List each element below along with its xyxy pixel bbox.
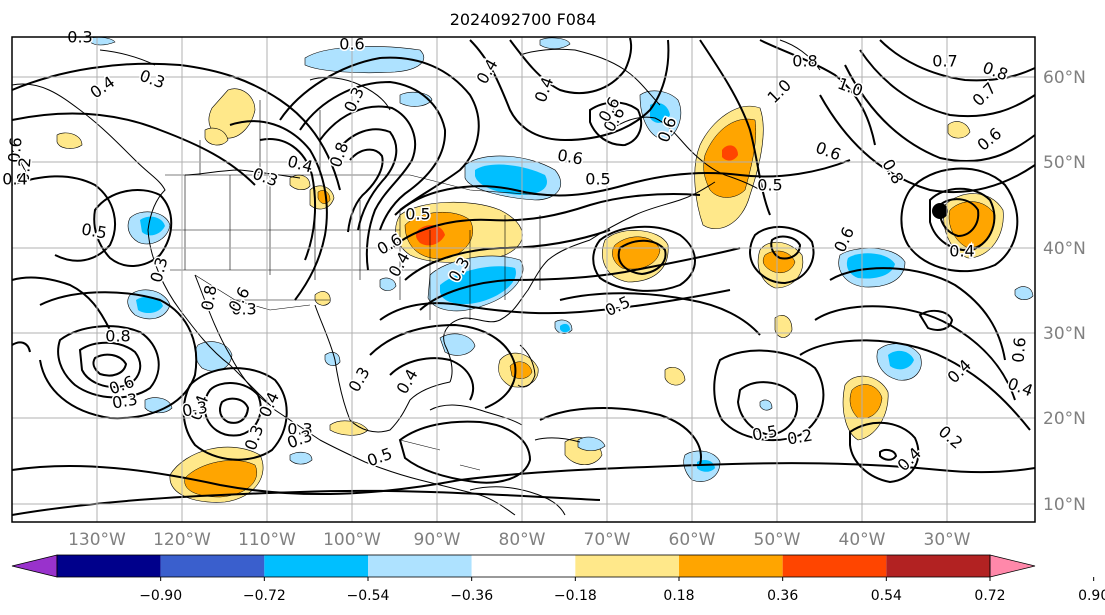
longitude-axis: 130°W 120°W 110°W 100°W 90°W 80°W 70°W 60°W 50°W…: [68, 530, 971, 550]
colorbar-segment: [575, 555, 679, 577]
colorbar-tick-label: −0.18: [554, 588, 597, 604]
colorbar-extend-low: [11, 554, 58, 578]
lat-tick-label: 60°N: [1043, 68, 1086, 88]
contour-label: 0.6: [1008, 336, 1029, 363]
colorbar-extend-high: [989, 554, 1036, 578]
colorbar-tick-label: 0.36: [767, 588, 798, 604]
gridlines: [12, 37, 1035, 522]
lat-tick-label: 50°N: [1043, 153, 1086, 173]
colorbar-outline: [56, 554, 991, 578]
colorbar-tick-label: 0.72: [974, 588, 1005, 604]
contour-label: 0.3: [287, 420, 312, 439]
lat-tick-label: 20°N: [1043, 409, 1086, 429]
contour-label: 0.3: [181, 397, 209, 420]
contour-label: 0.7: [932, 52, 957, 71]
contour-label: 0.5: [80, 219, 108, 242]
contour-label: 0.6: [339, 35, 364, 54]
colorbar-tick-label: 0.18: [663, 588, 694, 604]
contour-label: 0.6: [4, 136, 25, 163]
lon-tick-label: 130°W: [68, 530, 126, 550]
contour-lines: [11, 37, 1036, 516]
latitude-axis: 60°N 50°N 40°N 30°N 20°N 10°N: [1043, 68, 1086, 515]
map-frame: [11, 36, 1036, 523]
colorbar: −0.90 −0.72 −0.54 −0.36 −0.18 0.18 0.36 0.54 0.7…: [11, 554, 1105, 604]
lat-tick-label: 10°N: [1043, 495, 1086, 515]
lon-tick-label: 90°W: [414, 530, 461, 550]
lon-tick-label: 120°W: [153, 530, 211, 550]
lon-tick-label: 50°W: [754, 530, 801, 550]
lon-tick-label: 40°W: [839, 530, 886, 550]
contour-label: 0.4: [949, 242, 974, 261]
lon-tick-label: 80°W: [499, 530, 546, 550]
colorbar-segment: [782, 555, 887, 577]
lon-tick-label: 60°W: [669, 530, 716, 550]
colorbar-tick-label: 0.90: [1078, 588, 1105, 604]
colorbar-segment: [160, 555, 265, 577]
map-panel: 0.60.4 0.30.3 0.40.30.40.60.40.60.60.60.8 0…: [1, 26, 1037, 523]
colorbar-tick-label: 0.54: [871, 588, 902, 604]
figure-title: 2024092700 F084: [450, 10, 597, 29]
contour-label: 0.5: [751, 421, 779, 444]
colorbar-segment: [264, 555, 368, 577]
contour-label: 0.3: [231, 300, 256, 319]
colorbar-segment: [471, 555, 576, 577]
lat-tick-label: 30°N: [1043, 324, 1086, 344]
political-borders: [165, 100, 541, 471]
colorbar-segment: [368, 555, 472, 577]
colorbar-tick-label: −0.36: [450, 588, 493, 604]
black-marker: [932, 203, 948, 219]
lon-tick-label: 110°W: [238, 530, 296, 550]
contour-label: 0.5: [757, 176, 782, 195]
colorbar-segment: [679, 555, 783, 577]
contour-label: 0.2: [13, 156, 34, 183]
contour-label: 0.8: [105, 327, 130, 346]
colorbar-segment: [57, 555, 161, 577]
lat-tick-label: 40°N: [1043, 239, 1086, 259]
colorbar-tick-label: −0.90: [139, 588, 182, 604]
contour-label: 0.5: [405, 205, 430, 224]
colorbar-tick-label: −0.72: [243, 588, 286, 604]
contour-label: 0.8: [792, 52, 817, 71]
lon-tick-label: 70°W: [584, 530, 631, 550]
colorbar-tick-label: −0.54: [347, 588, 390, 604]
lon-tick-label: 30°W: [924, 530, 971, 550]
colorbar-segment: [886, 555, 990, 577]
lon-tick-label: 100°W: [323, 530, 381, 550]
contour-label: 0.5: [585, 170, 610, 189]
contour-label: 0.4: [2, 170, 27, 189]
